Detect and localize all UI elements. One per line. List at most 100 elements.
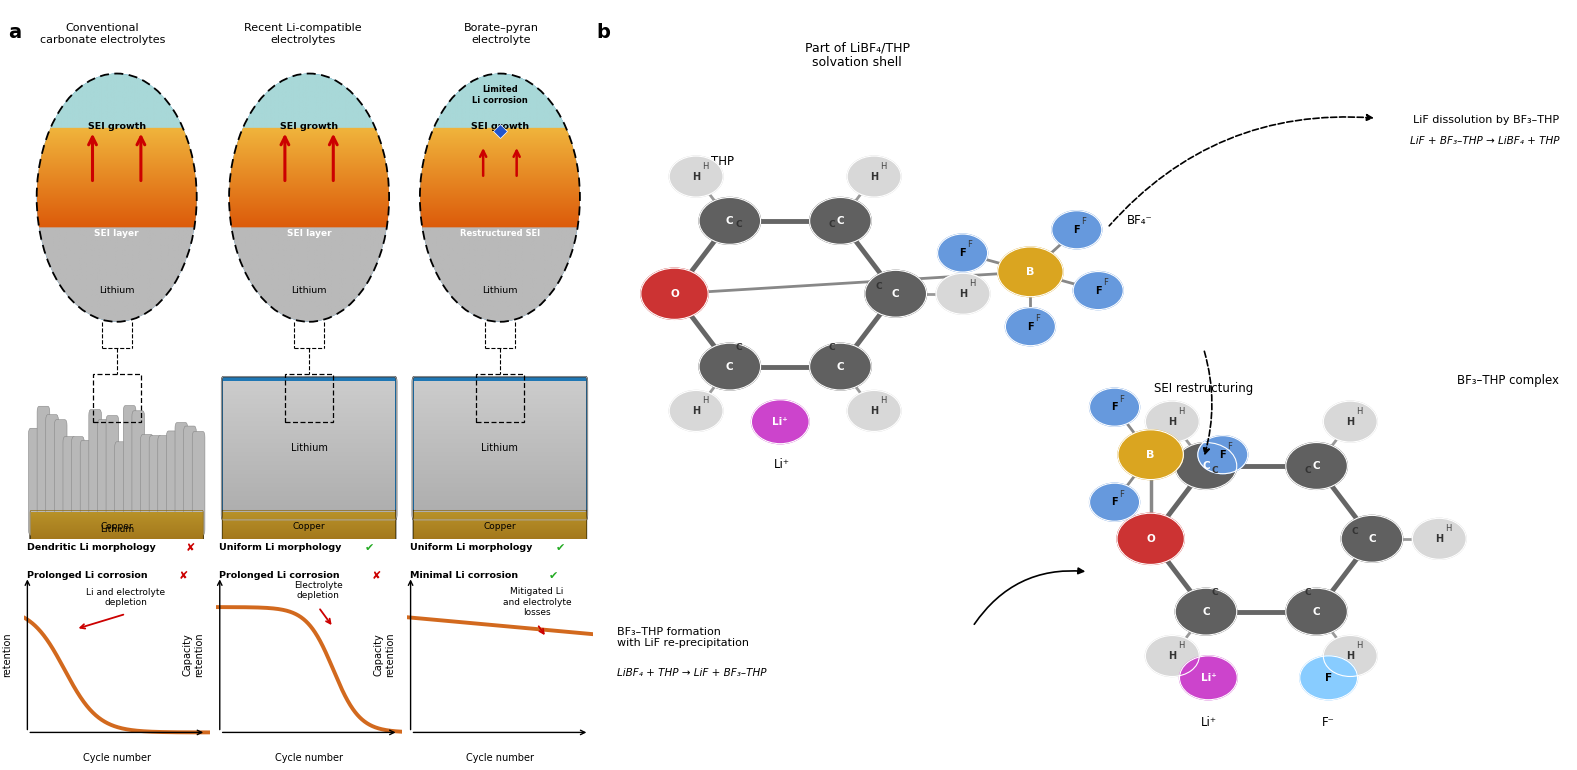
- FancyBboxPatch shape: [167, 431, 180, 535]
- Circle shape: [847, 156, 900, 197]
- Text: Prolonged Li corrosion: Prolonged Li corrosion: [219, 571, 339, 581]
- Text: H: H: [1356, 641, 1363, 650]
- Text: Lithium: Lithium: [99, 525, 134, 534]
- Text: Li⁺: Li⁺: [774, 458, 790, 471]
- Text: Lithium: Lithium: [290, 444, 328, 454]
- Circle shape: [669, 156, 724, 197]
- FancyBboxPatch shape: [132, 410, 145, 535]
- Text: H: H: [880, 396, 886, 405]
- Text: SEI layer: SEI layer: [95, 229, 139, 238]
- Text: C: C: [1304, 588, 1310, 598]
- FancyBboxPatch shape: [38, 407, 50, 535]
- Text: F: F: [1112, 497, 1118, 507]
- Text: F: F: [1120, 490, 1124, 498]
- Text: C: C: [875, 282, 882, 291]
- Circle shape: [998, 247, 1063, 296]
- Text: Cycle number: Cycle number: [82, 753, 151, 763]
- Ellipse shape: [229, 74, 390, 322]
- Text: Recent Li-compatible
electrolytes: Recent Li-compatible electrolytes: [244, 23, 361, 45]
- Text: Lithium: Lithium: [292, 286, 326, 295]
- Text: C: C: [1304, 466, 1310, 474]
- Circle shape: [1117, 513, 1184, 564]
- Circle shape: [751, 400, 809, 444]
- Text: H: H: [1356, 407, 1363, 416]
- Text: SEI growth: SEI growth: [472, 122, 528, 131]
- Text: Uniform Li morphology: Uniform Li morphology: [410, 543, 533, 552]
- Text: H: H: [871, 172, 878, 182]
- Text: Capacity
retention: Capacity retention: [0, 632, 13, 677]
- Text: Li⁺: Li⁺: [1200, 716, 1216, 729]
- Text: BF₃–THP complex: BF₃–THP complex: [1457, 374, 1560, 387]
- Text: Dendritic Li morphology: Dendritic Li morphology: [27, 543, 156, 552]
- Text: F: F: [1027, 322, 1035, 332]
- Circle shape: [809, 343, 871, 390]
- Text: F⁻: F⁻: [1322, 716, 1336, 729]
- Text: F: F: [1102, 278, 1109, 287]
- Text: F: F: [959, 248, 967, 258]
- Circle shape: [1199, 436, 1247, 474]
- Text: Cycle number: Cycle number: [465, 753, 535, 763]
- Text: LiBF₄ + THP → LiF + BF₃–THP: LiBF₄ + THP → LiF + BF₃–THP: [617, 668, 766, 678]
- Circle shape: [1175, 443, 1236, 490]
- FancyBboxPatch shape: [54, 420, 66, 535]
- Text: H: H: [692, 406, 700, 416]
- Text: Limited
Li corrosion: Limited Li corrosion: [472, 85, 528, 105]
- Circle shape: [1090, 388, 1140, 426]
- Text: C: C: [1202, 461, 1210, 471]
- Text: SEI layer: SEI layer: [287, 229, 331, 238]
- Text: H: H: [959, 289, 967, 299]
- Text: C: C: [828, 220, 836, 229]
- Text: ✔: ✔: [549, 571, 558, 581]
- Text: H: H: [1169, 651, 1176, 661]
- Text: Li and electrolyte
depletion: Li and electrolyte depletion: [87, 588, 166, 607]
- Text: ✘: ✘: [371, 571, 380, 581]
- Text: H: H: [692, 172, 700, 182]
- Text: THP: THP: [711, 155, 733, 168]
- Text: Li⁺: Li⁺: [773, 417, 788, 427]
- Text: C: C: [837, 362, 844, 372]
- Circle shape: [1299, 656, 1358, 700]
- FancyBboxPatch shape: [115, 442, 128, 535]
- Text: C: C: [1202, 607, 1210, 617]
- FancyBboxPatch shape: [183, 426, 196, 535]
- Text: C: C: [725, 362, 733, 372]
- Text: F: F: [1120, 394, 1124, 403]
- Circle shape: [1180, 656, 1238, 700]
- FancyBboxPatch shape: [192, 431, 205, 535]
- Text: b: b: [596, 23, 610, 42]
- Text: C: C: [1351, 527, 1358, 536]
- Circle shape: [1145, 401, 1199, 442]
- Text: Borate–pyran
electrolyte: Borate–pyran electrolyte: [464, 23, 539, 45]
- Circle shape: [1413, 518, 1467, 559]
- Circle shape: [699, 197, 760, 244]
- Text: F: F: [1227, 442, 1233, 451]
- Text: C: C: [735, 220, 741, 229]
- Text: H: H: [1445, 524, 1451, 533]
- Text: BF₄⁻: BF₄⁻: [1126, 214, 1153, 227]
- FancyBboxPatch shape: [98, 420, 110, 535]
- Text: H: H: [1347, 651, 1355, 661]
- Text: H: H: [1178, 641, 1184, 650]
- FancyBboxPatch shape: [123, 406, 136, 535]
- Circle shape: [1074, 272, 1123, 310]
- FancyBboxPatch shape: [413, 511, 587, 541]
- FancyBboxPatch shape: [222, 377, 396, 520]
- FancyBboxPatch shape: [158, 436, 170, 535]
- Text: H: H: [871, 406, 878, 416]
- Text: Electrolyte
depletion: Electrolyte depletion: [293, 581, 342, 601]
- Circle shape: [864, 270, 927, 317]
- Text: C: C: [1211, 466, 1217, 474]
- Text: O: O: [1146, 534, 1154, 544]
- Text: SEI growth: SEI growth: [281, 122, 337, 131]
- Ellipse shape: [419, 74, 580, 322]
- Text: Li⁺: Li⁺: [1200, 673, 1216, 683]
- FancyBboxPatch shape: [140, 434, 153, 535]
- Text: Mitigated Li
and electrolyte
losses: Mitigated Li and electrolyte losses: [503, 588, 571, 618]
- Text: B: B: [1027, 267, 1035, 276]
- FancyBboxPatch shape: [88, 410, 101, 535]
- Circle shape: [1285, 443, 1347, 490]
- FancyBboxPatch shape: [106, 416, 118, 535]
- Circle shape: [699, 343, 760, 390]
- Text: C: C: [1211, 588, 1217, 598]
- Text: SEI growth: SEI growth: [88, 122, 145, 131]
